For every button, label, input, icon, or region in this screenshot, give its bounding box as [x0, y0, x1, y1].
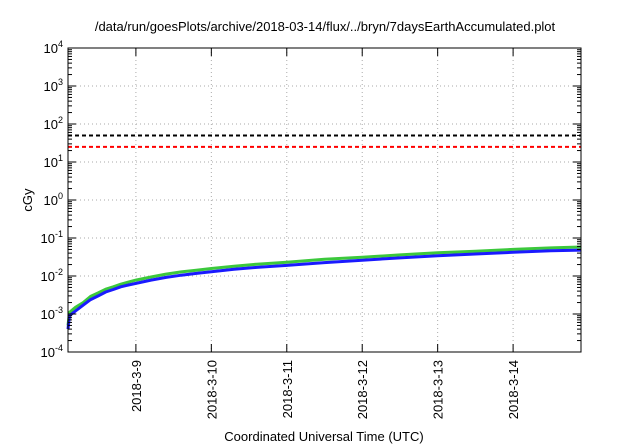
y-tick-label: 10-2 [41, 267, 63, 284]
y-tick-label-exponent: 4 [58, 39, 63, 49]
y-tick-label: 10-3 [41, 305, 63, 322]
y-tick-label-exponent: 3 [58, 77, 63, 87]
y-tick-label: 101 [44, 153, 63, 170]
y-tick-label-base: 10 [41, 231, 55, 246]
grid [68, 48, 581, 352]
y-axis-label: cGy [20, 188, 35, 212]
y-tick-label-base: 10 [41, 269, 55, 284]
y-tick-label-base: 10 [44, 193, 58, 208]
series-line-1 [66, 245, 582, 326]
y-tick-label-base: 10 [41, 307, 55, 322]
y-tick-label: 104 [44, 39, 63, 56]
x-tick-label: 2018-3-12 [355, 360, 370, 419]
y-tick-label-exponent: -4 [55, 343, 63, 353]
x-tick-label: 2018-3-9 [129, 360, 144, 412]
reference-lines [68, 134, 581, 148]
x-tick-label: 2018-3-10 [204, 360, 219, 419]
x-axis: 2018-3-9 2018-3-10 2018-3-11 2018-3-12 2018-… [129, 48, 521, 419]
y-tick-label: 10-1 [41, 229, 63, 246]
y-tick-label-base: 10 [44, 117, 58, 132]
y-tick-label: 10-4 [41, 343, 63, 360]
series-lines [66, 245, 582, 330]
y-tick-label-base: 10 [44, 41, 58, 56]
y-tick-label-exponent: -1 [55, 229, 63, 239]
x-tick-label: 2018-3-14 [506, 360, 521, 419]
y-tick-label-exponent: -3 [55, 305, 63, 315]
series-line-2 [66, 248, 582, 330]
y-tick-label: 100 [44, 191, 63, 208]
y-tick-label-exponent: 2 [58, 115, 63, 125]
y-tick-label-exponent: 1 [58, 153, 63, 163]
x-axis-label: Coordinated Universal Time (UTC) [224, 429, 423, 444]
x-tick-label: 2018-3-13 [431, 360, 446, 419]
y-tick-label-exponent: 0 [58, 191, 63, 201]
y-tick-label: 103 [44, 77, 63, 94]
chart-title: /data/run/goesPlots/archive/2018-03-14/f… [95, 19, 556, 34]
y-tick-label-base: 10 [44, 79, 58, 94]
y-tick-label-exponent: -2 [55, 267, 63, 277]
y-tick-label-base: 10 [44, 155, 58, 170]
x-tick-label: 2018-3-11 [280, 360, 295, 418]
y-tick-label-base: 10 [41, 345, 55, 360]
y-tick-label: 102 [44, 115, 63, 132]
